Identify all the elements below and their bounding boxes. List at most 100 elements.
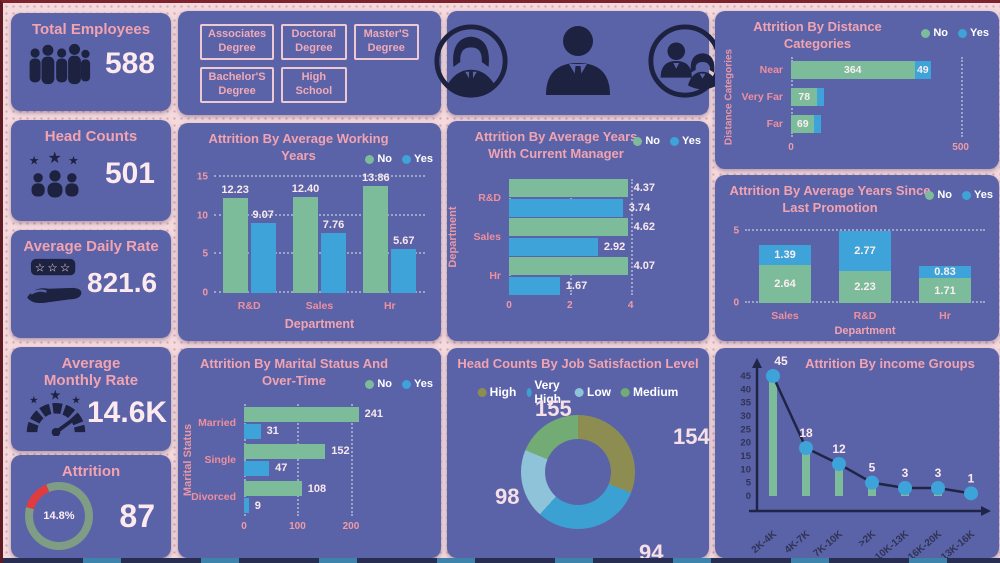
point-4K-7K[interactable] — [799, 441, 813, 455]
people-group-icon — [25, 42, 91, 86]
kpi-value: 588 — [104, 47, 155, 81]
segment-no-Sales[interactable]: 2.64 — [759, 264, 811, 303]
filter-bachelors-degree[interactable]: Bachelor'S Degree — [200, 66, 275, 103]
segment-yes-R&D[interactable]: 2.77 — [839, 231, 891, 271]
bar-no-Divorced[interactable] — [244, 481, 302, 497]
kpi-value: 14.6K — [87, 395, 168, 429]
svg-text:35: 35 — [740, 398, 751, 409]
donut-value-low: 98 — [495, 484, 520, 509]
filter-associates-degree[interactable]: Associates Degree — [200, 23, 275, 60]
bar-no-R&D[interactable] — [509, 179, 628, 198]
svg-text:☆: ☆ — [60, 263, 70, 275]
segment-no-Near[interactable]: 364 — [791, 61, 915, 80]
chart-card-current-manager: Attrition By Average Years With Current … — [447, 121, 709, 341]
kpi-card-total-employees: Total Employees 588 — [11, 13, 171, 111]
bar-yes-Hr[interactable] — [509, 276, 560, 295]
legend-item: Yes — [670, 135, 701, 147]
chart-card-distance-categories: Attrition By Distance Categories No Yes 0… — [715, 11, 999, 169]
point-16K-20K[interactable] — [931, 481, 945, 495]
svg-text:4K-7K: 4K-7K — [783, 528, 813, 556]
bar-yes-Sales[interactable]: 7.76 — [320, 219, 346, 293]
segment-yes-Sales[interactable]: 1.39 — [759, 244, 811, 265]
attrition-gauge-label: 14.8% — [43, 510, 75, 523]
legend-item: Yes — [962, 189, 993, 201]
legend-item: Yes — [402, 378, 433, 390]
kpi-title: Attrition — [61, 463, 121, 480]
point-7K-10K[interactable] — [832, 457, 846, 471]
chart-title: Head Counts By Job Satisfaction Level — [457, 356, 699, 371]
employee-couple-icon — [646, 22, 724, 105]
point-10K-13K[interactable] — [898, 481, 912, 495]
svg-text:★: ★ — [48, 150, 62, 167]
segment-yes-Very Far[interactable] — [817, 87, 825, 106]
kpi-card-head-counts: Head Counts ★ ★ ★ 501 — [11, 120, 171, 221]
kpi-card-average-monthly-rate: Average Monthly Rate ★ ★ ★ 14.6K — [11, 347, 171, 451]
job-satisfaction-donut-plot: 155 154 98 94 — [447, 348, 710, 563]
segment-no-Very Far[interactable]: 78 — [791, 87, 818, 106]
bar-yes-R&D[interactable]: 9.07 — [250, 209, 276, 293]
income-groups-plot: 0 5 10 15 20 25 30 35 40 45 45 18 12 5 3 3 1 2K-4K 4K-7K 7K… — [715, 348, 999, 563]
bar-no-Single[interactable] — [244, 443, 326, 459]
kpi-title: Average Daily Rate — [23, 238, 159, 255]
chart-card-working-years: Attrition By Average Working Years No Yes… — [178, 123, 441, 341]
point-2K-4K[interactable] — [766, 369, 780, 383]
donut-value-very-high: 154 — [673, 424, 710, 449]
legend-item: Yes — [402, 153, 433, 165]
working-years-plot: 0 5 10 15 12.23 9.07 R&D 12.40 7.76 Sales 13.86 5.6… — [197, 172, 425, 331]
segment-yes-Far[interactable] — [814, 114, 822, 133]
bar-yes-Married[interactable] — [244, 423, 261, 439]
svg-text:★: ★ — [49, 390, 61, 403]
filter-masters-degree[interactable]: Master'S Degree — [353, 23, 419, 60]
bar-no-Hr[interactable]: 13.86 — [362, 172, 390, 293]
legend-item: No — [633, 135, 660, 147]
bar-no-Hr[interactable] — [509, 256, 628, 275]
marital-status-plot: 0 100 200 241 31 Married 152 47 Single 108 9 Divorc… — [191, 404, 383, 532]
legend-item: Medium — [620, 385, 678, 399]
drop-bar-4K-7K — [802, 448, 810, 496]
legend-item: No — [925, 189, 952, 201]
segment-yes-Hr[interactable]: 0.83 — [919, 266, 971, 278]
chart-legend: No Yes — [365, 378, 433, 390]
bar-yes-Hr[interactable]: 5.67 — [391, 235, 417, 293]
chart-card-years-since-promotion: Attrition By Average Years Since Last Pr… — [715, 175, 999, 341]
point->2K[interactable] — [865, 475, 879, 490]
bar-yes-R&D[interactable] — [509, 199, 623, 218]
filter-high-school[interactable]: High School — [281, 66, 347, 103]
filter-doctoral-degree[interactable]: Doctoral Degree — [281, 23, 347, 60]
legend-item: No — [365, 153, 392, 165]
svg-text:2K-4K: 2K-4K — [750, 528, 780, 556]
segment-no-R&D[interactable]: 2.23 — [839, 270, 891, 303]
donut-value-high: 155 — [535, 396, 572, 421]
svg-text:☆: ☆ — [47, 263, 57, 275]
svg-text:★: ★ — [71, 394, 81, 406]
bar-no-Sales[interactable]: 12.40 — [292, 183, 319, 293]
chart-card-job-satisfaction: Head Counts By Job Satisfaction Level Hi… — [447, 348, 710, 563]
svg-text:10K-13K: 10K-13K — [873, 528, 911, 558]
svg-text:>2K: >2K — [857, 528, 879, 549]
segment-yes-Near[interactable]: 49 — [914, 61, 932, 80]
legend-item: No — [921, 27, 948, 39]
svg-text:☆: ☆ — [35, 263, 45, 275]
bar-no-R&D[interactable]: 12.23 — [221, 184, 249, 293]
kpi-value: 821.6 — [87, 267, 158, 299]
svg-text:13K-16K: 13K-16K — [939, 528, 977, 558]
years-since-promotion-plot: 0 5 1.39 2.64 Sales 2.77 2.23 R&D 0.83 1.71 Hr Depa… — [733, 226, 985, 337]
segment-no-Far[interactable]: 69 — [791, 114, 815, 133]
legend-item: Very High — [526, 378, 565, 406]
current-manager-plot: 0 2 4 4.37 3.74 R&D 4.62 2.92 Sales 4.07 1.67 Hr — [474, 179, 655, 311]
bar-yes-Single[interactable] — [244, 460, 270, 476]
legend-item: Yes — [958, 27, 989, 39]
svg-text:7K-10K: 7K-10K — [811, 528, 845, 558]
drop-bar-2K-4K — [769, 376, 777, 496]
bar-yes-Divorced[interactable] — [244, 498, 249, 514]
bar-no-Sales[interactable] — [509, 217, 628, 236]
legend-item: No — [365, 378, 392, 390]
segment-no-Hr[interactable]: 1.71 — [919, 278, 971, 303]
legend-item: Low — [574, 385, 611, 399]
point-13K-16K[interactable] — [964, 486, 978, 501]
svg-text:0: 0 — [746, 491, 751, 502]
bar-yes-Sales[interactable] — [509, 237, 598, 256]
team-stars-icon: ★ ★ ★ — [25, 149, 85, 199]
bar-no-Married[interactable] — [244, 406, 359, 422]
distance-categories-plot: 0 500 364 49 Near 78 Very Far 69 Far — [742, 57, 981, 153]
